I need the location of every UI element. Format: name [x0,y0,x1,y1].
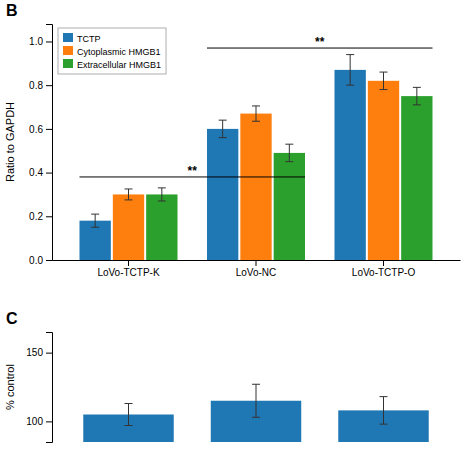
x-tick: LoVo-NC [236,260,277,278]
y-axis-label: Ratio to GAPDH [4,102,16,182]
series [146,87,432,260]
legend-item: Extracellular HMGB1 [63,59,161,70]
legend-label: Extracellular HMGB1 [77,60,161,70]
bar [335,70,366,260]
error-bar [413,87,421,104]
tick-mark [46,260,52,261]
bar [368,81,399,260]
tick-label: 150 [26,347,43,358]
legend-label: Cytoplasmic HMGB1 [77,47,161,57]
tick-mark [46,173,52,174]
y-axis-label: % control [4,364,16,410]
plot-area [80,55,433,260]
error-bar [380,72,388,89]
tick-label: LoVo-TCTP-O [352,267,416,278]
bar [207,129,238,260]
bar [240,114,271,260]
x-axis: LoVo-TCTP-K LoVo-NC LoVo-TCTP-O [53,260,461,278]
legend-item: TCTP [63,33,101,44]
y-tick: 0.8 [29,80,52,91]
tick-mark [46,85,52,86]
axis-line [46,333,53,443]
bar [401,96,432,260]
tick-label: 1.0 [29,36,43,47]
legend-frame [58,28,166,74]
tick-label: LoVo-TCTP-K [97,267,160,278]
error-bar [125,404,133,426]
bar [146,194,177,260]
tick-label: 0.4 [29,167,43,178]
significance-label: ** [315,35,325,49]
figure: 0.00.20.40.60.81.0LoVo-TCTP-KLoVo-NCLoVo… [0,0,474,474]
x-tick: LoVo-TCTP-O [352,260,416,278]
error-bar [252,106,260,121]
error-bar [380,397,388,425]
y-tick: 0.4 [29,167,52,178]
tick-label: LoVo-NC [236,267,277,278]
legend-swatch [63,59,73,68]
y-tick: 0.2 [29,211,52,222]
error-bar [125,189,133,200]
axis-line [46,25,53,261]
tick-mark [46,353,52,354]
plot-area [83,384,428,442]
legend-swatch [63,46,73,55]
error-bar [91,214,99,227]
error-bar [219,120,227,137]
error-bar [285,144,293,161]
y-tick: 0.0 [29,255,52,266]
bar [274,153,305,260]
tick-mark [46,129,52,130]
chart: 100 150 C % control [4,310,429,474]
tick-mark [383,260,384,266]
y-axis: 100 150 [26,333,52,443]
legend-label: TCTP [77,34,101,44]
y-tick: 1.0 [29,36,52,47]
tick-label: 0.0 [29,255,43,266]
tick-label: 0.8 [29,80,43,91]
error-bar [346,55,354,86]
tick-mark [46,216,52,217]
tick-mark [46,421,52,422]
y-tick: 0.6 [29,124,52,135]
title: C [6,310,18,327]
legend-swatch [63,33,73,42]
series [113,72,399,260]
tick-label: 0.6 [29,124,43,135]
y-tick: 100 [26,416,52,427]
legend: TCTP Cytoplasmic HMGB1 Extracellular HMGB1 [58,28,166,74]
error-bar [158,188,166,201]
y-tick: 150 [26,347,52,358]
chart: 0.00.20.40.60.81.0LoVo-TCTP-KLoVo-NCLoVo… [4,2,461,278]
y-axis: 0.0 0.2 0.4 0.6 0.8 1.0 [29,25,52,266]
tick-label: 100 [26,416,43,427]
bar [113,194,144,260]
tick-mark [46,41,52,42]
title: B [6,2,18,19]
tick-mark [128,260,129,266]
series [80,55,366,260]
tick-mark [256,260,257,266]
significance-label: ** [188,164,198,178]
tick-label: 0.2 [29,211,43,222]
error-bar [252,384,260,417]
legend-item: Cytoplasmic HMGB1 [63,46,161,57]
series [83,384,428,442]
x-tick: LoVo-TCTP-K [97,260,160,278]
